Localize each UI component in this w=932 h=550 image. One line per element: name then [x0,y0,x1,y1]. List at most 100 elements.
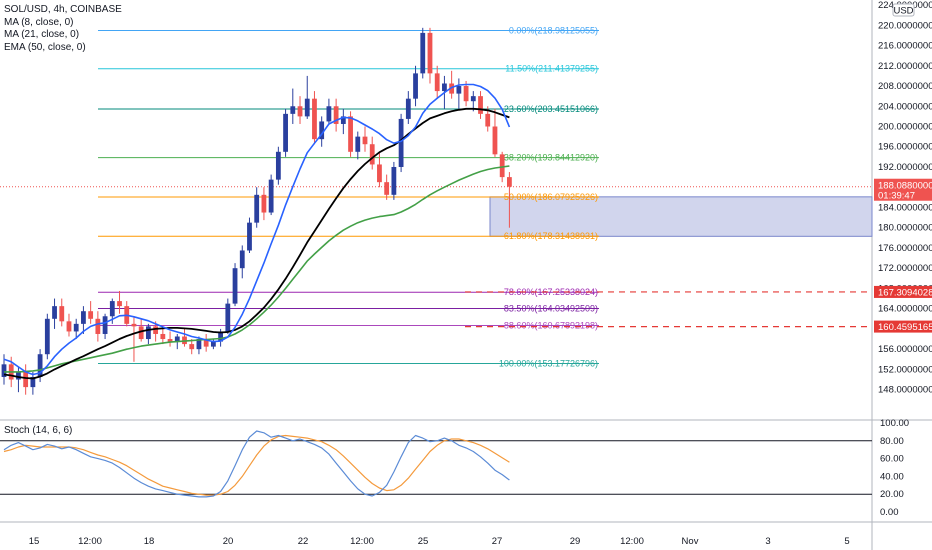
candle[interactable] [124,301,130,327]
candle[interactable] [290,88,296,124]
symbol-title[interactable]: SOL/USD, 4h, COINBASE [4,4,122,15]
candle[interactable] [384,174,390,200]
candle-body [146,326,151,340]
stochastic-pane[interactable] [0,430,872,498]
candle-body [463,86,469,102]
candle[interactable] [146,323,151,345]
ma8-line[interactable] [3,83,511,376]
candle[interactable] [340,108,346,135]
ema50-legend[interactable]: EMA (50, close, 0) [4,41,86,53]
fib-level-label: 83.50%(164.03492509) [504,303,598,313]
candle[interactable] [398,113,404,173]
currency-badge-label: USD [893,6,913,17]
candle[interactable] [102,313,108,340]
fib-level-label: 38.20%(193.84412920) [504,153,598,163]
candle[interactable] [254,187,260,228]
candle[interactable] [405,91,411,124]
candle[interactable] [333,98,339,132]
candle-body [210,341,216,347]
candle-body [427,32,433,74]
candle[interactable] [427,27,433,84]
candle[interactable] [182,328,187,347]
price-tick-label: 184.00000000 [878,202,932,213]
stoch-legend[interactable]: Stoch (14, 6, 6) [4,425,73,436]
candle[interactable] [391,161,397,200]
candle[interactable] [261,187,267,221]
candle[interactable] [59,298,65,327]
candle[interactable] [319,116,325,147]
candle[interactable] [210,339,216,350]
candle[interactable] [297,96,303,124]
candle-body [268,179,274,213]
candle[interactable] [348,111,353,157]
candle[interactable] [304,75,310,119]
stoch-d-line[interactable] [3,434,510,496]
candle-body [434,73,440,92]
time-tick-label: 25 [418,536,429,547]
candle[interactable] [239,245,245,279]
candle[interactable] [507,172,512,228]
time-axis[interactable]: 15 12:00 18 20 22 12:00 25 27 29 12:00 Nov 3 5 [29,536,850,547]
price-axis[interactable]: 224.00000000220.00000000216.00000000212.… [874,0,932,518]
currency-badge[interactable] [892,3,915,17]
candle-body [189,344,195,350]
candle[interactable] [369,136,375,170]
alert-price-tag[interactable]: 167.30940284 [874,285,932,299]
candle[interactable] [203,333,209,352]
candle[interactable] [413,65,418,107]
demand-zone-rectangle[interactable] [489,196,873,237]
candle[interactable] [268,174,274,216]
candle[interactable] [275,146,281,185]
candle[interactable] [492,108,498,157]
candle[interactable] [66,313,72,337]
candle[interactable] [232,263,238,307]
candle[interactable] [456,78,462,109]
candle-body [297,106,303,117]
stoch-k-line[interactable] [3,430,510,498]
ema50-line[interactable] [4,165,510,373]
candle[interactable] [362,126,368,152]
candle[interactable] [117,290,122,314]
candle-body [384,182,390,195]
candle[interactable] [434,65,440,99]
candle[interactable] [312,91,317,145]
candle[interactable] [167,331,173,347]
candle[interactable] [377,151,382,188]
candle-body [23,371,29,388]
candle[interactable] [225,298,231,334]
candle[interactable] [52,298,57,329]
candle[interactable] [44,313,50,360]
alert-price-tag[interactable]: 160.45951653 [874,320,932,334]
ma21-line[interactable] [3,107,510,380]
candle[interactable] [81,306,86,334]
candle-body [420,32,426,74]
candle[interactable] [478,91,483,119]
candle[interactable] [88,301,94,324]
candle[interactable] [326,98,332,124]
candle[interactable] [138,318,144,342]
current-price-tag[interactable]: 188.0880000001:39:47 [874,178,932,202]
candle[interactable] [420,27,426,79]
candle[interactable] [1,354,7,385]
candle[interactable] [283,108,288,157]
price-tick-label: 180.00000000 [878,223,932,234]
candle-body [44,318,50,355]
candle[interactable] [131,316,137,362]
candle-body [413,73,418,99]
candle[interactable] [189,339,195,355]
candle[interactable] [247,217,252,254]
ma21-legend[interactable]: MA (21, close, 0) [4,29,80,40]
candle[interactable] [16,366,21,393]
candle[interactable] [449,70,455,99]
candle[interactable] [355,131,361,160]
ma8-legend[interactable]: MA (8, close, 0) [4,16,74,28]
candle[interactable] [23,364,29,395]
candle[interactable] [30,371,36,395]
stoch-tick-label: 0.00 [880,507,899,518]
candle[interactable] [160,326,166,345]
candle[interactable] [73,318,79,340]
candle-body [456,86,462,94]
candle[interactable] [95,311,101,342]
